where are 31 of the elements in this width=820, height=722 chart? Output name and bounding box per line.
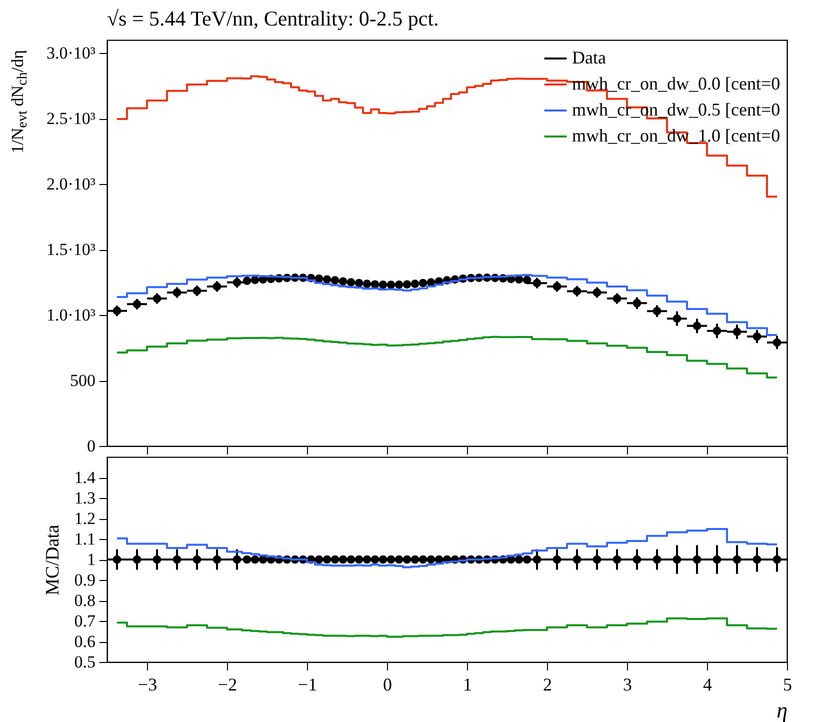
y-tick-label: 3.0·10³ xyxy=(46,44,96,63)
y-tick-label: 1.4 xyxy=(74,468,96,487)
x-tick-label: 2 xyxy=(543,674,552,694)
y-tick-label: 0.5 xyxy=(74,652,96,672)
x-tick-label: −1 xyxy=(298,674,318,694)
y-tick-label: 1.1 xyxy=(74,530,96,548)
x-tick-label: −3 xyxy=(138,674,158,694)
y-tick-label: 0.7 xyxy=(74,612,96,630)
y-tick-label: 1.5·10³ xyxy=(46,240,96,260)
chart-title: √s = 5.44 TeV/nn, Centrality: 0-2.5 pct. xyxy=(107,6,439,30)
y-tick-label: 0.8 xyxy=(74,591,96,610)
y-tick-label: 2.0·10³ xyxy=(46,174,96,194)
y-tick-label: 2.5·10³ xyxy=(46,109,96,128)
x-tick-label: 4 xyxy=(703,674,712,694)
x-tick-label: −2 xyxy=(218,674,238,694)
x-tick-label: 3 xyxy=(623,674,632,694)
y-tick-label: 1.2 xyxy=(74,509,96,528)
y-tick-label: 1 xyxy=(87,550,96,569)
y-tick-label: 0 xyxy=(87,436,96,456)
y-tick-label: 1.0·10³ xyxy=(46,306,96,325)
legend-label: mwh_cr_on_dw_0.0 [cent=0 xyxy=(572,74,780,94)
y-tick-label: 1.3 xyxy=(74,488,96,508)
x-tick-label: 5 xyxy=(783,674,792,694)
x-axis-title: η xyxy=(776,698,788,722)
y-axis-title: MC/Data xyxy=(42,524,64,596)
legend-label: Data xyxy=(572,48,606,68)
y-tick-label: 0.6 xyxy=(74,632,96,651)
y-tick-label: 0.9 xyxy=(74,570,96,590)
y-tick-label: 500 xyxy=(70,371,96,390)
x-tick-label: 0 xyxy=(383,674,392,694)
x-tick-label: 1 xyxy=(463,674,472,694)
